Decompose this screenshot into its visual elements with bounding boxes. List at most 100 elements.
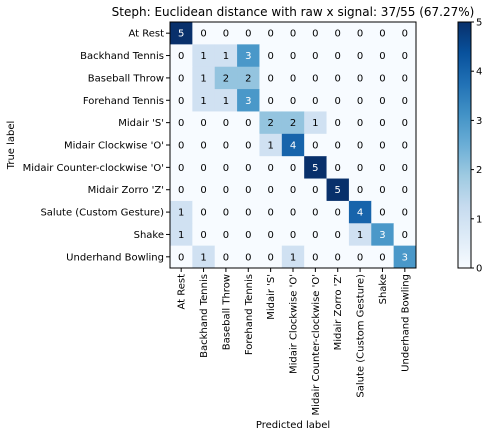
heatmap-cell — [326, 178, 350, 202]
cell-value-label: 0 — [267, 29, 273, 40]
heatmap-cell — [393, 245, 417, 269]
cell-value-label: 0 — [200, 118, 206, 129]
heatmap-cell — [348, 200, 372, 224]
cell-value-label: 2 — [290, 118, 296, 129]
cell-value-label: 0 — [379, 185, 385, 196]
heatmap-cell — [281, 44, 305, 68]
cell-value-label: 0 — [357, 163, 363, 174]
cell-value-label: 0 — [200, 208, 206, 219]
heatmap-cell — [192, 223, 216, 247]
cell-value-label: 0 — [379, 208, 385, 219]
cell-value-label: 0 — [357, 141, 363, 152]
cell-value-label: 0 — [312, 185, 318, 196]
cell-value-label: 0 — [267, 230, 273, 241]
cell-value-label: 0 — [290, 163, 296, 174]
cell-value-label: 0 — [402, 163, 408, 174]
cell-value-label: 4 — [357, 208, 363, 219]
y-tick-label: Midair Counter-clockwise 'O' — [23, 163, 164, 174]
cell-value-label: 1 — [200, 252, 206, 263]
x-axis-label: Predicted label — [256, 420, 330, 431]
x-tick-label: Backhand Tennis — [199, 274, 210, 358]
heatmap-cell — [237, 178, 260, 202]
heatmap-cell — [326, 245, 350, 269]
cell-value-label: 0 — [379, 29, 385, 40]
heatmap-cell — [393, 22, 417, 45]
heatmap-cell — [371, 89, 395, 112]
cell-value-label: 0 — [245, 185, 251, 196]
cell-value-label: 0 — [335, 141, 341, 152]
colorbar-ticks: 0 1 2 3 4 5 — [471, 18, 482, 275]
heatmap-cell — [237, 156, 260, 179]
heatmap-cell — [348, 89, 372, 112]
cell-value-label: 0 — [223, 185, 229, 196]
cell-value-label: 0 — [267, 96, 273, 107]
cell-value-label: 0 — [290, 185, 296, 196]
heatmap-cell — [214, 133, 238, 157]
heatmap-cell — [237, 223, 260, 247]
colorbar-tick-label: 1 — [476, 214, 482, 225]
y-tick-labels: At Rest Backhand Tennis Baseball Throw Fore… — [23, 29, 170, 263]
x-tick-label: Underhand Bowling — [400, 274, 411, 372]
heatmap-cell — [304, 111, 327, 135]
cell-value-label: 1 — [267, 141, 273, 152]
heatmap-cell — [326, 156, 350, 179]
heatmap-cell — [393, 133, 417, 157]
heatmap-cell — [326, 44, 350, 68]
cell-value-label: 2 — [223, 73, 229, 84]
x-tick-label: Baseball Throw — [221, 274, 232, 350]
x-tick-label: Midair Counter-clockwise 'O' — [311, 274, 322, 415]
cell-value-label: 1 — [178, 230, 184, 241]
heatmap-cell — [348, 111, 372, 135]
x-tick-label: Salute (Custom Gesture) — [356, 274, 367, 398]
heatmap-cell — [192, 66, 216, 90]
cell-value-label: 0 — [335, 118, 341, 129]
heatmap-cell — [192, 44, 216, 68]
heatmap-cell — [259, 156, 283, 179]
heatmap-cell — [237, 66, 260, 90]
cell-value-label: 0 — [267, 208, 273, 219]
heatmap-cell — [393, 66, 417, 90]
heatmap-cell — [326, 111, 350, 135]
cell-value-label: 0 — [402, 73, 408, 84]
heatmap-cell — [304, 133, 327, 157]
cell-value-label: 1 — [357, 230, 363, 241]
cell-value-label: 0 — [402, 141, 408, 152]
heatmap-cell — [192, 89, 216, 112]
cell-value-label: 0 — [178, 118, 184, 129]
heatmap-cell — [393, 178, 417, 202]
cell-value-label: 0 — [402, 185, 408, 196]
cell-value-label: 0 — [178, 51, 184, 62]
cell-value-label: 2 — [267, 118, 273, 129]
heatmap-cell — [371, 44, 395, 68]
cell-value-label: 0 — [200, 163, 206, 174]
heatmap-cell — [237, 245, 260, 269]
cell-value-label: 0 — [245, 29, 251, 40]
cell-value-label: 0 — [245, 141, 251, 152]
cell-value-label: 0 — [267, 163, 273, 174]
heatmap-cell — [281, 178, 305, 202]
colorbar-tick-label: 5 — [476, 18, 482, 29]
cell-value-label: 5 — [335, 185, 341, 196]
heatmap-cell — [214, 178, 238, 202]
heatmap-cell — [214, 156, 238, 179]
heatmap-cell — [214, 66, 238, 90]
heatmap-cell — [170, 223, 193, 247]
cell-value-label: 1 — [223, 96, 229, 107]
cell-value-label: 0 — [312, 141, 318, 152]
cell-value-label: 0 — [200, 230, 206, 241]
heatmap-cell — [393, 44, 417, 68]
y-axis-label: True label — [6, 121, 17, 171]
heatmap-cell — [259, 111, 283, 135]
heatmap-cell — [237, 44, 260, 68]
heatmap-cell — [259, 245, 283, 269]
heatmap-cell — [348, 22, 372, 45]
cell-value-label: 0 — [245, 230, 251, 241]
cell-value-label: 0 — [178, 141, 184, 152]
heatmap-cell — [192, 178, 216, 202]
cell-value-label: 3 — [245, 51, 251, 62]
heatmap-cell — [214, 44, 238, 68]
cell-value-label: 0 — [402, 51, 408, 62]
heatmap-cell — [281, 223, 305, 247]
x-tick-label: Shake — [378, 274, 389, 304]
